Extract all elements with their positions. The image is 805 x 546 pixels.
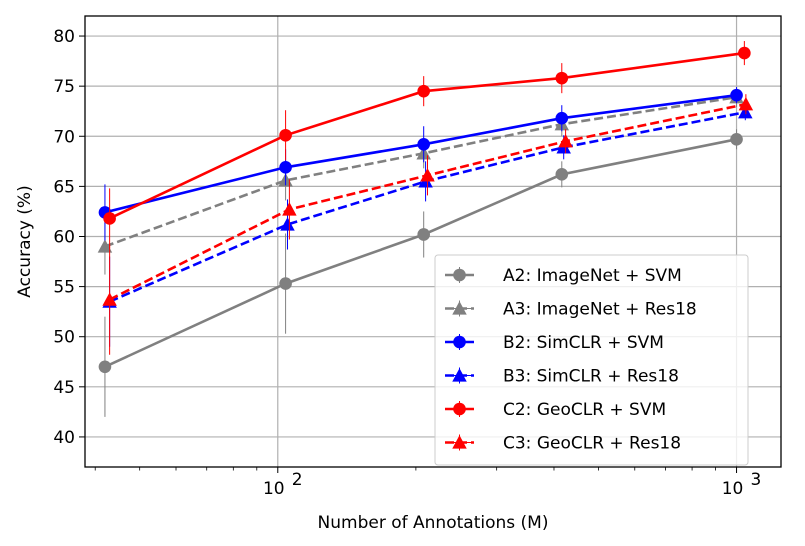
plot-frame: [84, 15, 782, 468]
data-point: [738, 104, 753, 119]
legend-item: A2: ImageNet + SVM: [445, 266, 682, 286]
legend: A2: ImageNet + SVM A3: ImageNet + Res18 B2…: [434, 254, 749, 466]
series-1: [98, 129, 743, 417]
data-point: [417, 84, 430, 98]
data-point: [420, 168, 435, 182]
data-point: [102, 292, 117, 306]
axis-ticks: 40 45 50 55 60 65 70 75 80 10 2 10 3: [53, 27, 761, 499]
y-tick-label: 60: [53, 227, 75, 247]
data-point: [417, 137, 430, 151]
legend-label: C2: GeoCLR + SVM: [503, 400, 666, 420]
data-point: [103, 212, 116, 225]
legend-label: A2: ImageNet + SVM: [503, 266, 682, 286]
legend-label: B2: SimCLR + SVM: [503, 333, 664, 353]
data-point: [279, 128, 292, 142]
y-tick-label: 65: [53, 177, 75, 197]
series-5: [103, 41, 751, 249]
y-tick-label: 50: [53, 328, 75, 348]
y-axis-title: Accuracy (%): [15, 185, 35, 297]
x-tick-label: 10: [722, 479, 744, 499]
legend-marker: [453, 335, 466, 349]
y-tick-label: 55: [53, 278, 75, 298]
data-point: [279, 277, 292, 290]
legend-item: B2: SimCLR + SVM: [445, 333, 664, 353]
x-tick-label: 10: [263, 479, 285, 499]
data-point: [555, 168, 569, 181]
data-point: [738, 46, 751, 60]
data-point: [555, 71, 569, 85]
data-point: [738, 96, 754, 111]
legend-marker: [452, 368, 467, 382]
data-point: [97, 239, 113, 253]
legend-label: A3: ImageNet + Res18: [503, 300, 697, 320]
data-point: [282, 202, 297, 216]
x-tick-exponent: 3: [751, 470, 762, 490]
data-point: [279, 161, 292, 174]
legend-label: C3: GeoCLR + Res18: [503, 434, 681, 454]
legend-item: A3: ImageNet + Res18: [445, 300, 697, 320]
legend-marker: [452, 435, 467, 449]
y-tick-label: 80: [53, 27, 75, 47]
legend-marker: [453, 268, 466, 282]
legend-marker: [452, 301, 467, 315]
data-point: [555, 111, 569, 125]
y-tick-label: 75: [53, 77, 75, 97]
series-6: [102, 94, 754, 355]
legend-item: C3: GeoCLR + Res18: [445, 434, 681, 454]
data-point: [280, 217, 295, 231]
data-point: [730, 132, 743, 146]
data-point: [730, 88, 743, 102]
legend-item: C2: GeoCLR + SVM: [445, 400, 666, 420]
series: [97, 41, 754, 417]
x-tick-exponent: 2: [292, 470, 303, 490]
legend-marker: [453, 402, 466, 416]
y-tick-label: 40: [53, 428, 75, 448]
y-tick-label: 45: [53, 378, 75, 398]
legend-label: B3: SimCLR + Res18: [503, 367, 679, 387]
legend-box: [434, 254, 749, 466]
series-3: [98, 87, 743, 241]
series-line: [104, 95, 737, 248]
data-point: [558, 134, 573, 148]
data-point: [98, 360, 112, 374]
x-axis-title: Number of Annotations (M): [318, 513, 549, 533]
y-tick-label: 70: [53, 127, 75, 147]
data-point: [417, 228, 430, 241]
legend-item: B3: SimCLR + Res18: [445, 367, 679, 387]
